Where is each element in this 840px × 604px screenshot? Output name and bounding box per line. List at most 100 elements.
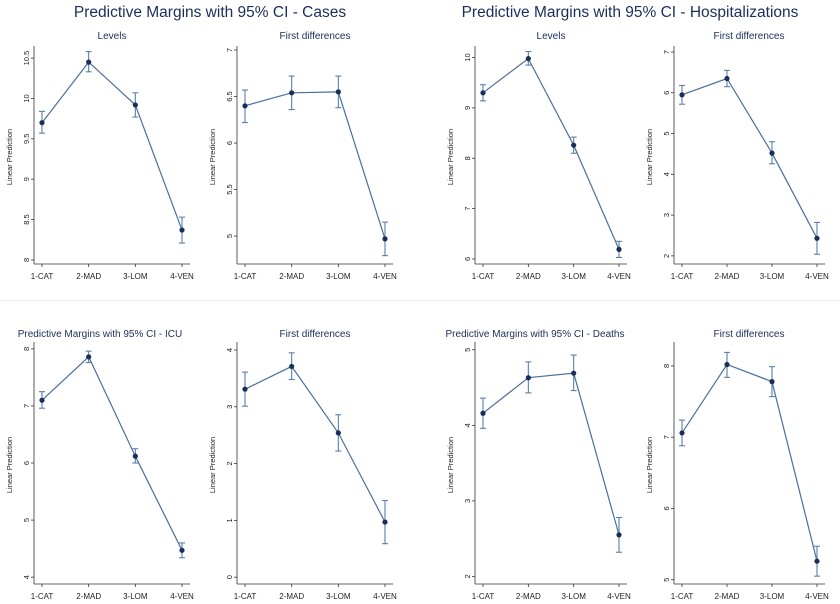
cases-first-differences-chart: First differences Linear Prediction 5 5.5 6 6… [205, 28, 415, 296]
data-point [724, 362, 729, 367]
x-category-label: 2-MAD [715, 592, 740, 601]
y-axis-label: Linear Prediction [645, 129, 654, 185]
data-point [571, 143, 576, 148]
x-category-label: 2-MAD [76, 592, 101, 601]
data-point [616, 247, 621, 252]
y-axis-label: Linear Prediction [446, 129, 455, 185]
series-line [42, 357, 182, 551]
data-point [571, 371, 576, 376]
y-tick-label: 6 [662, 91, 671, 95]
deaths-margins-chart: Predictive Margins with 95% CI - Deaths L… [445, 326, 645, 604]
data-point [382, 519, 387, 524]
x-category-label: 1-CAT [472, 592, 495, 601]
y-axis-label: Linear Prediction [446, 437, 455, 493]
x-category-label: 2-MAD [279, 592, 304, 601]
data-point [289, 90, 294, 95]
x-category-label: 2-MAD [516, 592, 541, 601]
y-tick-label: 5 [225, 234, 234, 238]
y-tick-label: 0 [225, 575, 234, 579]
series-line [483, 59, 619, 250]
x-category-label: 3-LOM [561, 592, 586, 601]
x-category-label: 3-LOM [760, 272, 785, 281]
data-point [724, 76, 729, 81]
panel-title: First differences [714, 31, 785, 42]
data-point [679, 430, 684, 435]
data-point [86, 60, 91, 65]
y-tick-label: 8 [22, 347, 31, 351]
data-point [336, 430, 341, 435]
y-axis-label: Linear Prediction [208, 129, 217, 185]
data-point [526, 375, 531, 380]
y-tick-label: 5 [463, 348, 472, 352]
y-tick-label: 9 [22, 177, 31, 181]
y-tick-label: 4 [463, 423, 472, 427]
data-point [289, 364, 294, 369]
y-tick-label: 7 [225, 48, 234, 52]
data-point [769, 151, 774, 156]
x-category-label: 2-MAD [516, 272, 541, 281]
x-category-label: 3-LOM [561, 272, 586, 281]
y-tick-label: 8.5 [22, 214, 31, 224]
y-tick-label: 5 [22, 518, 31, 522]
data-point [179, 548, 184, 553]
y-tick-label: 4 [225, 348, 234, 352]
data-point [86, 354, 91, 359]
x-category-label: 4-VEN [373, 592, 397, 601]
data-point [242, 387, 247, 392]
panel-title: Predictive Margins with 95% CI - Deaths [446, 329, 625, 340]
y-tick-label: 6 [662, 506, 671, 510]
data-point [679, 92, 684, 97]
x-category-label: 2-MAD [76, 272, 101, 281]
hospitalizations-levels-chart: Levels Linear Prediction 6 7 8 9 10 1-CAT 2-MAD 3… [445, 28, 645, 296]
y-tick-label: 6 [22, 461, 31, 465]
x-category-label: 2-MAD [279, 272, 304, 281]
series-line [245, 366, 385, 522]
x-category-label: 4-VEN [607, 592, 631, 601]
data-point [39, 398, 44, 403]
data-point [382, 236, 387, 241]
data-point [814, 236, 819, 241]
data-point [480, 90, 485, 95]
x-category-label: 4-VEN [607, 272, 631, 281]
x-category-label: 4-VEN [170, 592, 194, 601]
data-point [769, 379, 774, 384]
series-line [483, 373, 619, 535]
y-tick-label: 3 [662, 213, 671, 217]
data-point [814, 559, 819, 564]
y-tick-label: 7 [662, 50, 671, 54]
x-category-label: 3-LOM [326, 272, 351, 281]
data-point [526, 56, 531, 61]
data-point [616, 532, 621, 537]
y-tick-label: 8 [463, 156, 472, 160]
icu-margins-chart: Predictive Margins with 95% CI - ICU Line… [0, 326, 210, 604]
y-tick-label: 4 [22, 575, 31, 579]
y-tick-label: 9 [463, 106, 472, 110]
x-category-label: 1-CAT [472, 272, 495, 281]
y-tick-label: 7 [662, 435, 671, 439]
x-category-label: 4-VEN [805, 272, 829, 281]
y-tick-label: 6 [463, 257, 472, 261]
icu-first-differences-chart: First differences Linear Prediction 0 1 2 3 4 1… [205, 326, 415, 604]
x-category-label: 2-MAD [715, 272, 740, 281]
y-tick-label: 8 [22, 258, 31, 262]
panel-title: Levels [537, 31, 566, 42]
y-tick-label: 9.5 [22, 134, 31, 144]
y-tick-label: 10.5 [22, 51, 31, 66]
x-category-label: 3-LOM [326, 592, 351, 601]
series-line [42, 62, 182, 230]
x-category-label: 1-CAT [234, 592, 257, 601]
x-category-label: 1-CAT [31, 592, 54, 601]
panel-title: First differences [280, 31, 351, 42]
row-divider [0, 300, 840, 301]
x-category-label: 4-VEN [373, 272, 397, 281]
series-line [682, 79, 817, 239]
y-axis-label: Linear Prediction [5, 129, 14, 185]
data-point [242, 103, 247, 108]
y-axis-label: Linear Prediction [645, 437, 654, 493]
x-category-label: 1-CAT [671, 592, 694, 601]
y-tick-label: 3 [463, 499, 472, 503]
y-tick-label: 7 [22, 404, 31, 408]
cases-levels-chart: Levels Linear Prediction 8 8.5 9 9.5 10 10.5 1-C… [0, 28, 210, 296]
y-tick-label: 2 [662, 254, 671, 258]
y-tick-label: 6 [225, 141, 234, 145]
